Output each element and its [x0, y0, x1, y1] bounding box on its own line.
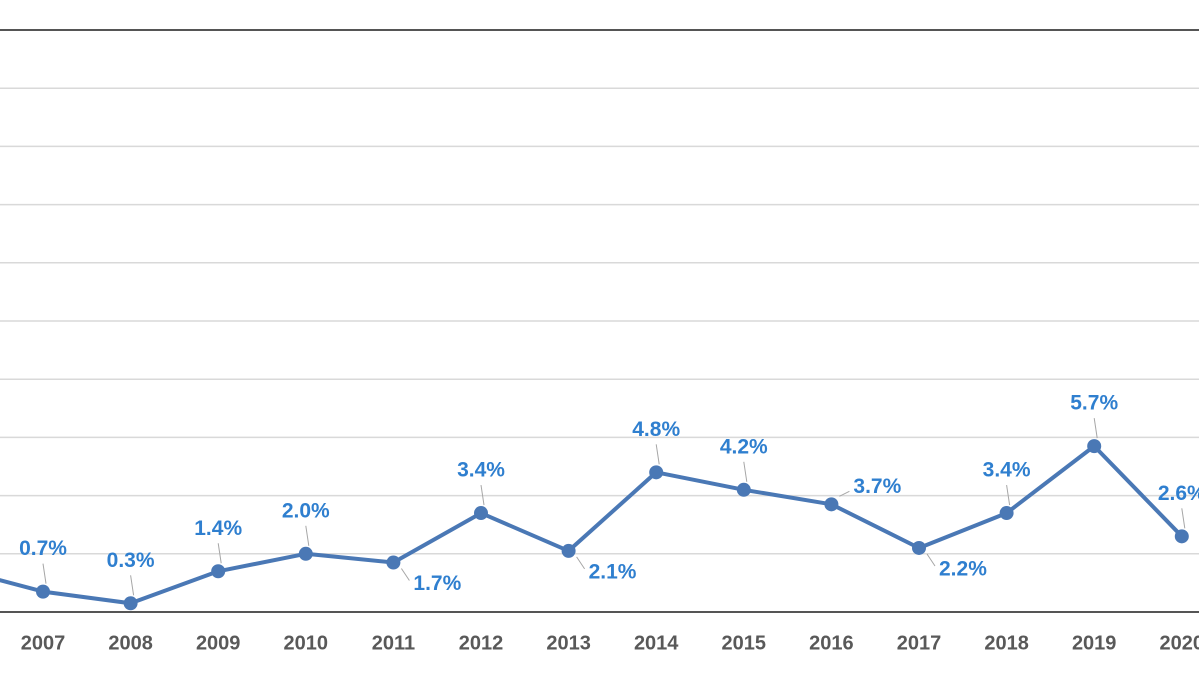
marker — [1174, 529, 1189, 544]
marker — [1087, 439, 1102, 454]
data-label: 0.7% — [19, 537, 67, 560]
data-label: 4.8% — [632, 418, 680, 441]
x-tick-label: 2013 — [546, 632, 591, 654]
leader-line — [655, 444, 660, 465]
leader-line — [839, 490, 850, 497]
leader-line — [926, 553, 936, 567]
data-label: 1.4% — [194, 517, 242, 540]
leader-line — [1093, 418, 1098, 439]
x-tick-label: 2020 — [1160, 632, 1199, 654]
marker — [824, 497, 839, 512]
data-label: 3.4% — [457, 459, 505, 482]
leader-line — [42, 563, 47, 584]
leader-line — [480, 484, 485, 506]
leader-line — [743, 461, 748, 482]
x-tick-label: 2008 — [108, 632, 153, 654]
leader-line — [217, 543, 222, 564]
marker — [736, 482, 751, 497]
marker — [999, 506, 1014, 521]
leader-line — [305, 525, 310, 546]
leader-line — [576, 556, 586, 570]
x-tick-label: 2007 — [21, 632, 66, 654]
marker — [211, 564, 226, 579]
x-tick-label: 2015 — [722, 632, 767, 654]
data-label: 2.0% — [282, 499, 330, 522]
data-label: 2.2% — [939, 558, 987, 581]
data-label: 3.7% — [853, 475, 901, 498]
x-tick-label: 2019 — [1072, 632, 1117, 654]
data-label: 5.7% — [1070, 392, 1118, 415]
x-tick-label: 2016 — [809, 632, 854, 654]
x-tick-label: 2009 — [196, 632, 241, 654]
x-tick-label: 2018 — [984, 632, 1029, 654]
data-label: 2.1% — [589, 560, 637, 583]
marker — [123, 596, 138, 611]
leader-line — [1181, 508, 1186, 529]
marker — [561, 543, 576, 558]
x-tick-label: 2012 — [459, 632, 504, 654]
x-tick-label: 2017 — [897, 632, 942, 654]
leader-line — [400, 568, 410, 581]
marker — [649, 465, 664, 480]
marker — [36, 584, 50, 599]
data-label: 0.3% — [107, 549, 155, 572]
marker — [912, 540, 926, 555]
data-label: 4.2% — [720, 435, 768, 458]
x-tick-label: 2011 — [372, 632, 415, 654]
leader-line — [1006, 484, 1011, 506]
x-tick-label: 2010 — [284, 632, 329, 654]
marker — [298, 546, 313, 561]
data-label: 1.7% — [413, 572, 461, 595]
data-label: 3.4% — [983, 459, 1031, 482]
x-tick-label: 2014 — [634, 632, 679, 654]
leader-line — [130, 575, 135, 596]
data-label: 2.6% — [1158, 482, 1199, 505]
marker — [474, 506, 488, 521]
marker — [386, 555, 401, 570]
